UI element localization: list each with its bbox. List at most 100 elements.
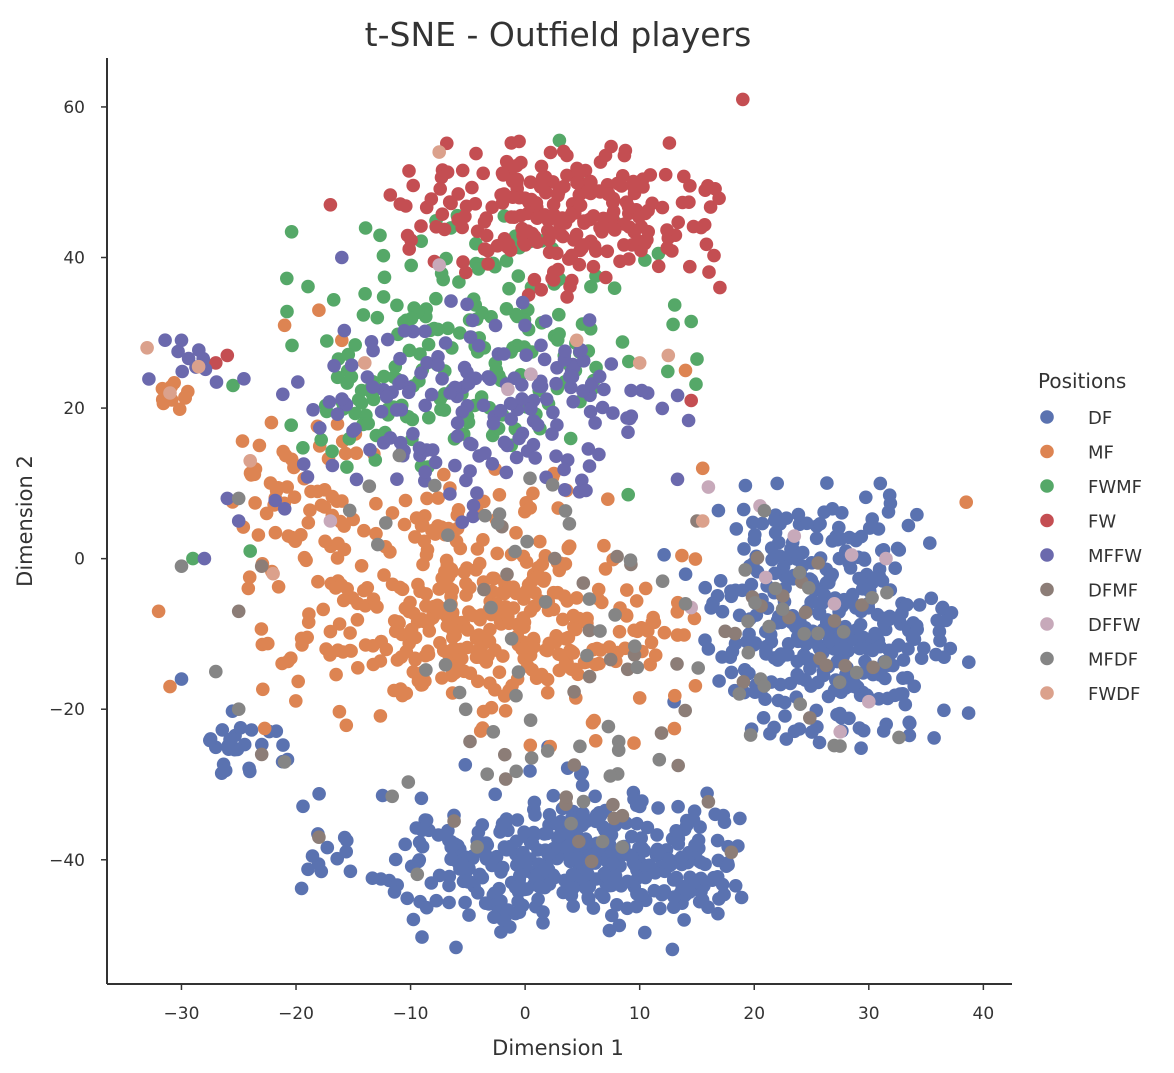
data-point	[821, 689, 836, 704]
data-point	[368, 453, 383, 467]
data-point	[233, 721, 248, 735]
data-point	[540, 744, 555, 758]
data-point	[556, 612, 570, 627]
data-point	[377, 568, 391, 582]
data-point	[698, 183, 712, 197]
data-point	[865, 591, 879, 605]
data-point	[431, 491, 445, 505]
data-point	[628, 639, 642, 653]
data-point	[773, 677, 788, 692]
data-point	[191, 359, 206, 374]
data-point	[756, 711, 771, 725]
data-point	[632, 356, 647, 370]
data-point	[412, 441, 427, 455]
data-point	[736, 502, 751, 517]
data-point	[688, 679, 703, 693]
data-point	[284, 225, 299, 239]
data-point	[366, 343, 380, 358]
data-point	[472, 628, 486, 642]
legend-marker-dffw	[1040, 617, 1054, 631]
data-point	[917, 641, 931, 656]
data-point	[646, 610, 660, 625]
data-point	[793, 697, 807, 711]
legend-label-mfdf: MFDF	[1088, 650, 1138, 671]
data-point	[458, 895, 472, 910]
data-point	[539, 392, 554, 407]
data-point	[527, 795, 542, 810]
data-point	[534, 283, 548, 297]
data-point	[559, 790, 573, 804]
data-point	[698, 580, 712, 595]
data-point	[330, 851, 345, 866]
data-point	[511, 269, 526, 283]
data-point	[399, 313, 414, 328]
data-point	[536, 905, 550, 919]
data-point	[320, 840, 335, 855]
data-point	[620, 874, 635, 889]
data-point	[536, 916, 550, 930]
data-point	[584, 854, 599, 869]
data-point	[435, 207, 450, 221]
data-point	[400, 891, 415, 906]
data-point	[348, 338, 363, 352]
data-point	[414, 366, 428, 380]
data-point	[655, 401, 670, 416]
data-point	[637, 844, 652, 858]
legend-label-fw: FW	[1088, 512, 1116, 533]
data-point	[444, 196, 458, 211]
data-point	[671, 799, 685, 814]
data-point	[220, 348, 235, 363]
data-point	[499, 154, 514, 169]
data-point	[497, 689, 512, 703]
data-point	[702, 265, 716, 279]
data-point	[605, 845, 619, 860]
data-point	[724, 845, 739, 860]
data-point	[581, 442, 596, 456]
data-point	[634, 831, 648, 845]
data-point	[680, 818, 694, 832]
data-point	[476, 398, 491, 413]
data-point	[424, 387, 439, 402]
data-point	[441, 569, 456, 584]
data-point	[882, 488, 897, 503]
data-point	[538, 314, 553, 329]
data-point	[167, 376, 181, 390]
data-point	[415, 839, 430, 854]
data-point	[610, 549, 624, 564]
data-point	[896, 653, 911, 667]
data-point	[534, 338, 548, 353]
data-point	[422, 410, 436, 425]
data-point	[804, 679, 818, 693]
data-point	[880, 585, 894, 600]
data-point	[711, 906, 725, 921]
data-point	[322, 395, 337, 409]
data-point	[623, 553, 638, 567]
data-point	[447, 814, 461, 828]
data-point	[323, 624, 338, 639]
data-point	[912, 598, 927, 612]
data-point	[600, 244, 615, 259]
data-point	[820, 476, 834, 490]
data-point	[780, 648, 794, 662]
data-point	[451, 187, 466, 201]
data-point	[518, 238, 532, 252]
data-point	[330, 551, 345, 565]
data-point	[460, 297, 474, 312]
data-point	[750, 551, 765, 565]
data-point	[585, 715, 600, 730]
data-point	[452, 275, 466, 289]
x-tick-label: −10	[393, 1004, 429, 1024]
data-point	[209, 664, 223, 679]
data-point	[526, 437, 541, 452]
data-point	[302, 607, 316, 621]
data-point	[678, 567, 693, 581]
y-tick-label: −20	[49, 700, 85, 720]
data-point	[630, 816, 644, 831]
data-point	[513, 208, 528, 223]
data-point	[759, 644, 773, 658]
data-point	[560, 168, 574, 183]
data-point	[509, 450, 524, 465]
data-point	[294, 528, 308, 542]
data-point	[927, 731, 941, 745]
data-point	[203, 732, 218, 746]
